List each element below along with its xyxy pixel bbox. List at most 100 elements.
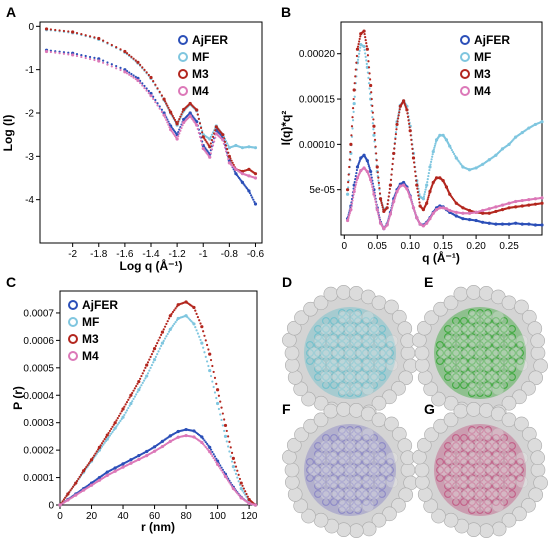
data-point: [231, 456, 235, 460]
data-point-interp: [209, 374, 213, 378]
model-overlay-sphere: [497, 370, 511, 384]
data-point-interp: [193, 121, 196, 124]
data-point-interp: [62, 52, 66, 55]
model-bead: [484, 498, 492, 506]
data-point-interp: [119, 66, 122, 69]
data-point-interp: [211, 144, 215, 147]
x-tick-label: 20: [86, 511, 98, 522]
model-bead: [362, 490, 370, 498]
data-point-interp: [141, 82, 144, 85]
data-point-interp: [173, 118, 177, 122]
data-point-interp: [106, 63, 109, 66]
data-point-interp: [392, 157, 395, 160]
model-bead: [386, 349, 394, 357]
data-point: [253, 176, 258, 180]
model-bead: [444, 373, 452, 381]
model-bead: [346, 381, 354, 389]
model-overlay-sphere: [325, 358, 339, 372]
data-point: [105, 433, 109, 437]
data-point: [372, 192, 376, 196]
legend-marker: [178, 52, 188, 62]
model-bead: [500, 474, 508, 482]
data-point: [149, 75, 153, 80]
data-point-interp: [368, 166, 371, 170]
data-point: [540, 120, 544, 124]
data-point-interp: [211, 135, 215, 138]
data-point-interp: [413, 165, 416, 169]
model-overlay-sphere: [361, 310, 375, 324]
model-sphere: [443, 295, 459, 311]
model-sphere: [323, 403, 339, 419]
data-point-interp: [213, 132, 216, 135]
model-overlay-sphere: [355, 463, 369, 477]
model-bead: [492, 373, 500, 381]
data-point-interp: [378, 219, 382, 223]
data-point-interp: [422, 195, 426, 198]
data-point-interp: [102, 440, 105, 443]
model-bead: [330, 373, 338, 381]
model-bead: [354, 381, 362, 389]
data-point: [540, 196, 544, 200]
model-bead: [444, 365, 452, 373]
data-point-interp: [351, 196, 355, 199]
model-overlay-sphere: [343, 487, 357, 501]
data-point-interp: [354, 185, 357, 189]
model-overlay-sphere: [325, 475, 339, 489]
data-point-interp: [449, 194, 452, 197]
model-overlay-sphere: [497, 463, 511, 477]
data-point-interp: [415, 179, 418, 182]
data-point-interp: [166, 121, 169, 124]
model-core: [434, 307, 526, 399]
data-point-interp: [374, 200, 377, 204]
x-tick-label: 40: [117, 511, 129, 522]
chart-pair-distance: 0 20 40 60 80 100 120 0 0.0001 0.0002 0.0003 0.0004…: [11, 290, 258, 534]
data-point-interp: [372, 118, 375, 121]
data-point-interp: [364, 52, 367, 55]
model-bead: [338, 381, 346, 389]
data-point-interp: [215, 382, 218, 385]
data-point-interp: [229, 446, 232, 449]
series-ajfer: [345, 153, 544, 231]
plot-frame: [59, 290, 258, 506]
model-overlay-sphere: [355, 487, 369, 501]
data-point-interp: [411, 147, 414, 150]
model-overlay-sphere: [467, 427, 481, 441]
data-point-interp: [128, 71, 131, 74]
data-point-interp: [353, 95, 356, 98]
model-bead: [500, 373, 508, 381]
data-point-interp: [190, 320, 193, 323]
data-point: [408, 129, 412, 133]
data-point: [425, 201, 429, 205]
data-point-interp: [375, 205, 378, 209]
model-bead: [500, 466, 508, 474]
model-bead: [378, 466, 386, 474]
model-overlay-sphere: [385, 451, 399, 465]
data-point: [395, 122, 399, 127]
data-point-interp: [431, 155, 434, 158]
model-sphere: [491, 521, 507, 537]
model-overlay-sphere: [313, 358, 327, 372]
data-point-interp: [146, 361, 150, 364]
data-point-interp: [209, 152, 212, 155]
data-point-interp: [377, 181, 380, 184]
legend-marker: [68, 300, 78, 310]
data-point-interp: [204, 339, 207, 342]
data-point-interp: [368, 87, 371, 90]
model-bead: [306, 474, 314, 482]
model-overlay-sphere: [491, 427, 505, 441]
model-bead: [452, 333, 460, 341]
x-tick-label: -0.8: [221, 249, 239, 260]
data-point-interp: [173, 322, 176, 326]
model-overlay-sphere: [343, 322, 357, 336]
model-overlay-sphere: [379, 463, 393, 477]
data-point-interp: [211, 380, 214, 383]
model-bead: [492, 317, 500, 325]
data-point-interp: [424, 188, 427, 191]
x-tick-label: 80: [181, 511, 193, 522]
data-point-interp: [172, 133, 175, 136]
model-bead: [338, 474, 346, 482]
model-bead: [468, 490, 476, 498]
data-point-interp: [166, 104, 169, 107]
model-bead: [314, 333, 322, 341]
model-bead: [370, 357, 378, 365]
